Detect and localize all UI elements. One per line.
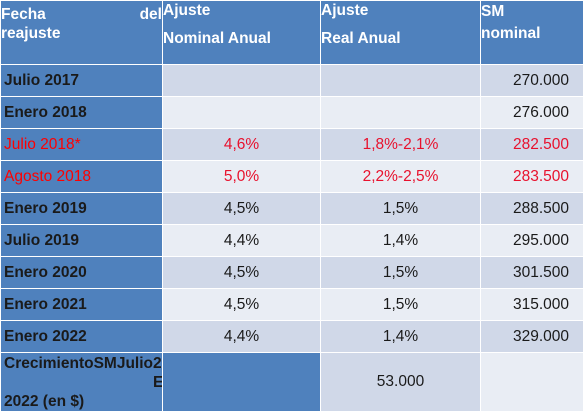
table-row: Enero 2019 4,5% 1,5% 288.500	[1, 193, 583, 225]
row-real: 2,2%-2,5%	[321, 161, 481, 193]
row-nominal: 4,5%	[163, 193, 321, 225]
total-label-word3: Julio	[117, 354, 153, 392]
table-row: Enero 2018 276.000	[1, 97, 583, 129]
table-row: Julio 2018* 4,6% 1,8%-2,1% 282.500	[1, 129, 583, 161]
total-label-word2: SM	[94, 354, 117, 392]
row-nominal: 5,0%	[163, 161, 321, 193]
row-real: 1,4%	[321, 225, 481, 257]
table-row: Enero 2021 4,5% 1,5% 315.000	[1, 289, 583, 321]
row-fecha: Julio 2018*	[1, 129, 163, 161]
row-nominal	[163, 97, 321, 129]
row-real: 1,5%	[321, 193, 481, 225]
row-nominal	[163, 65, 321, 97]
row-fecha: Enero 2022	[1, 321, 163, 353]
total-value: 53.000	[321, 353, 481, 412]
row-fecha: Enero 2019	[1, 193, 163, 225]
header-nominal-line1: Ajuste	[163, 1, 320, 21]
row-real: 1,5%	[321, 257, 481, 289]
row-nominal: 4,5%	[163, 289, 321, 321]
row-sm: 288.500	[481, 193, 583, 225]
row-fecha: Julio 2019	[1, 225, 163, 257]
header-fecha-word2: del	[140, 1, 162, 29]
total-empty-sm	[481, 353, 583, 412]
header-real-line2: Real Anual	[321, 21, 480, 49]
header-sm: SM nominal	[481, 1, 583, 65]
row-sm: 276.000	[481, 97, 583, 129]
row-real: 1,8%-2,1%	[321, 129, 481, 161]
row-nominal: 4,6%	[163, 129, 321, 161]
table-row: Agosto 2018 5,0% 2,2%-2,5% 283.500	[1, 161, 583, 193]
total-label-word1: Crecimiento	[4, 354, 94, 392]
header-real: Ajuste Real Anual	[321, 1, 481, 65]
row-sm: 295.000	[481, 225, 583, 257]
row-real: 1,4%	[321, 321, 481, 353]
row-real	[321, 65, 481, 97]
row-sm: 282.500	[481, 129, 583, 161]
header-fecha-line2: reajuste	[1, 29, 162, 39]
table-row: Enero 2022 4,4% 1,4% 329.000	[1, 321, 583, 353]
header-real-line1: Ajuste	[321, 1, 480, 21]
row-nominal: 4,5%	[163, 257, 321, 289]
row-sm: 270.000	[481, 65, 583, 97]
total-label-word4: 2018-Enero	[153, 354, 162, 392]
row-fecha: Enero 2018	[1, 97, 163, 129]
row-fecha: Enero 2020	[1, 257, 163, 289]
header-sm-line1: SM	[481, 1, 583, 23]
row-sm: 315.000	[481, 289, 583, 321]
row-nominal: 4,4%	[163, 225, 321, 257]
row-sm: 301.500	[481, 257, 583, 289]
total-label-line2: 2022 (en $)	[4, 393, 84, 410]
row-real: 1,5%	[321, 289, 481, 321]
row-real	[321, 97, 481, 129]
header-nominal: Ajuste Nominal Anual	[163, 1, 321, 65]
table-row: Julio 2019 4,4% 1,4% 295.000	[1, 225, 583, 257]
header-fecha: Fecha del reajuste	[1, 1, 163, 65]
header-nominal-line2: Nominal Anual	[163, 21, 320, 49]
table-row: Enero 2020 4,5% 1,5% 301.500	[1, 257, 583, 289]
row-fecha: Julio 2017	[1, 65, 163, 97]
row-fecha: Enero 2021	[1, 289, 163, 321]
row-nominal: 4,4%	[163, 321, 321, 353]
row-fecha: Agosto 2018	[1, 161, 163, 193]
row-sm: 329.000	[481, 321, 583, 353]
total-empty	[163, 353, 321, 412]
header-sm-line2: nominal	[481, 23, 583, 45]
total-label: Crecimiento SM Julio 2018-Enero 2022 (en…	[1, 353, 163, 412]
total-row: Crecimiento SM Julio 2018-Enero 2022 (en…	[1, 353, 583, 412]
row-sm: 283.500	[481, 161, 583, 193]
table-row: Julio 2017 270.000	[1, 65, 583, 97]
header-row: Fecha del reajuste Ajuste Nominal Anual …	[1, 1, 583, 65]
